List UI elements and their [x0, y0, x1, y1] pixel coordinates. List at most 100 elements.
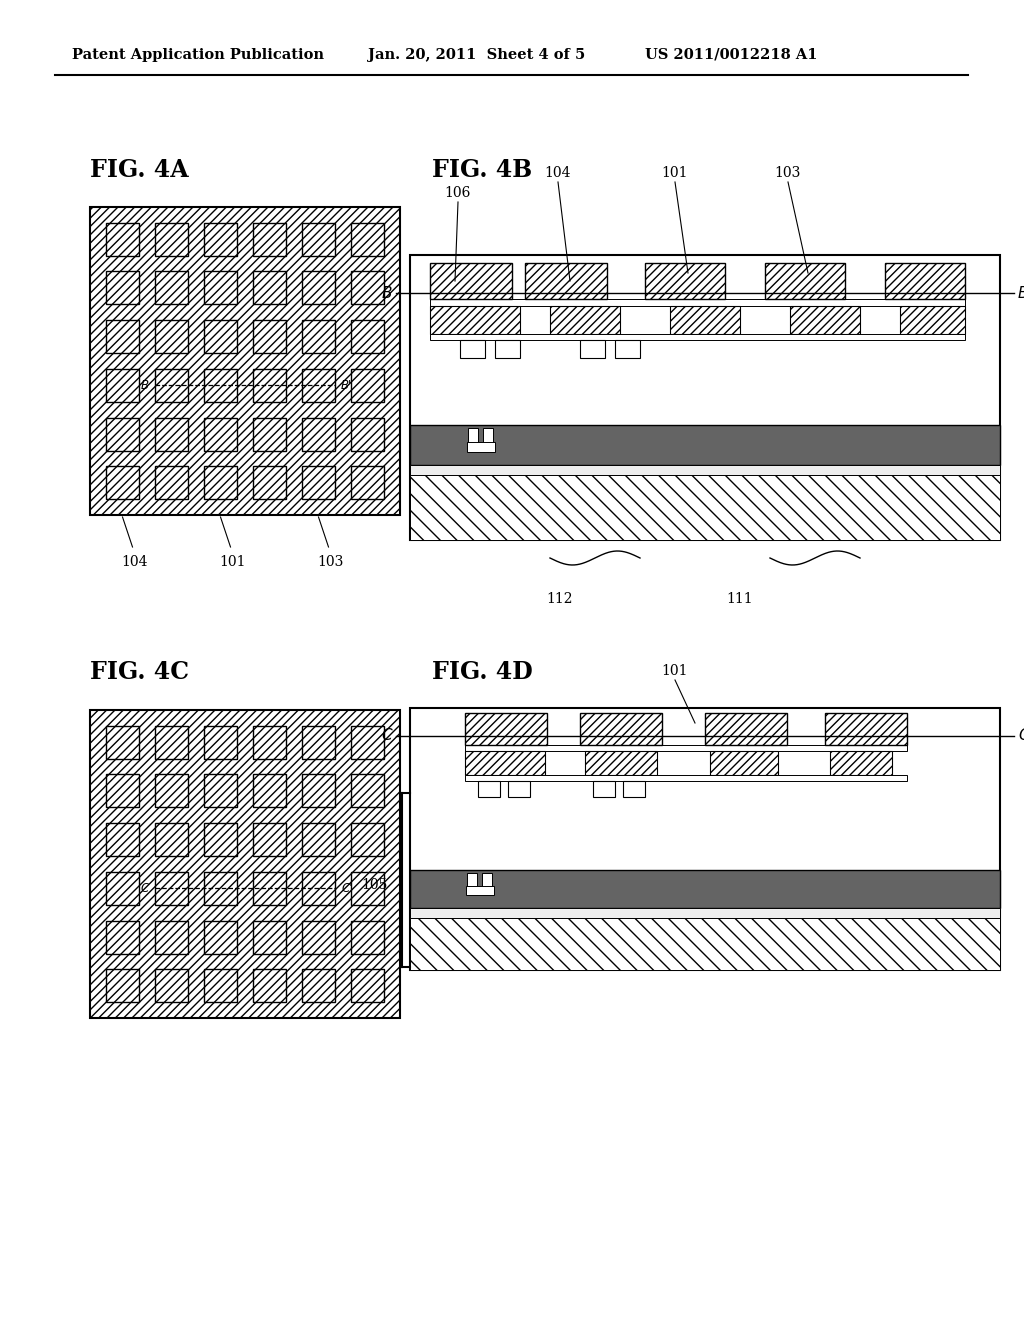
Bar	[302, 272, 335, 305]
Bar	[106, 466, 139, 499]
Bar	[155, 726, 188, 759]
Text: 105: 105	[361, 878, 388, 892]
Text: 112: 112	[547, 591, 573, 606]
Bar	[253, 466, 286, 499]
Bar	[900, 306, 965, 334]
Bar	[302, 969, 335, 1002]
Bar	[204, 272, 237, 305]
Bar	[885, 263, 965, 300]
Bar	[204, 726, 237, 759]
Bar	[465, 775, 907, 781]
Text: C: C	[140, 882, 150, 895]
Bar	[580, 341, 605, 358]
Bar	[155, 272, 188, 305]
Bar	[204, 775, 237, 808]
Bar	[710, 751, 778, 775]
Text: B': B'	[341, 379, 352, 392]
Bar	[155, 223, 188, 256]
Bar	[204, 223, 237, 256]
Bar	[302, 726, 335, 759]
Bar	[204, 466, 237, 499]
Bar	[351, 775, 384, 808]
Bar	[106, 368, 139, 401]
Bar	[593, 781, 615, 797]
Bar	[351, 726, 384, 759]
Text: 101: 101	[219, 554, 246, 569]
Bar	[430, 306, 520, 334]
Bar	[106, 824, 139, 857]
Text: B: B	[141, 379, 150, 392]
Bar	[155, 417, 188, 450]
Bar	[204, 871, 237, 904]
Bar	[351, 417, 384, 450]
Bar	[253, 920, 286, 953]
Bar	[495, 341, 520, 358]
Bar	[155, 321, 188, 354]
Text: Jan. 20, 2011  Sheet 4 of 5: Jan. 20, 2011 Sheet 4 of 5	[368, 48, 586, 62]
Bar	[830, 751, 892, 775]
Bar	[351, 871, 384, 904]
Bar	[155, 466, 188, 499]
Bar	[155, 920, 188, 953]
Bar	[705, 713, 787, 744]
Bar	[430, 334, 965, 341]
Bar	[790, 306, 860, 334]
Bar	[204, 969, 237, 1002]
Bar	[410, 917, 1000, 970]
Text: B: B	[382, 285, 392, 301]
Bar	[351, 368, 384, 401]
Bar	[253, 223, 286, 256]
Bar	[410, 908, 1000, 917]
Text: 104: 104	[121, 554, 147, 569]
Bar	[478, 781, 500, 797]
Bar	[615, 341, 640, 358]
Bar	[106, 775, 139, 808]
Bar	[410, 425, 1000, 465]
Bar	[253, 871, 286, 904]
Bar	[155, 969, 188, 1002]
Bar	[302, 775, 335, 808]
Bar	[351, 272, 384, 305]
Bar	[430, 263, 512, 300]
Bar	[482, 873, 492, 895]
Bar	[155, 368, 188, 401]
Bar	[302, 466, 335, 499]
Bar	[410, 708, 1000, 970]
Bar	[106, 726, 139, 759]
Bar	[253, 969, 286, 1002]
Bar	[106, 321, 139, 354]
Bar	[351, 824, 384, 857]
Bar	[410, 255, 1000, 540]
Text: B': B'	[1018, 285, 1024, 301]
Bar	[106, 417, 139, 450]
Bar	[302, 417, 335, 450]
Bar	[204, 824, 237, 857]
Text: FIG. 4D: FIG. 4D	[432, 660, 532, 684]
Text: Patent Application Publication: Patent Application Publication	[72, 48, 324, 62]
Bar	[508, 781, 530, 797]
Bar	[155, 775, 188, 808]
Bar	[302, 824, 335, 857]
Text: 111: 111	[727, 591, 754, 606]
Bar	[204, 368, 237, 401]
Bar	[204, 920, 237, 953]
Bar	[351, 920, 384, 953]
Bar	[106, 969, 139, 1002]
Bar	[467, 442, 495, 451]
Text: 103: 103	[775, 166, 801, 180]
Bar	[623, 781, 645, 797]
Text: 104: 104	[545, 166, 571, 180]
Bar	[467, 873, 477, 895]
Bar	[253, 726, 286, 759]
Bar	[645, 263, 725, 300]
Bar	[585, 751, 657, 775]
Bar	[460, 341, 485, 358]
Bar	[351, 969, 384, 1002]
Bar	[765, 263, 845, 300]
Bar	[302, 321, 335, 354]
Bar	[466, 886, 494, 895]
Bar	[204, 417, 237, 450]
Bar	[90, 710, 400, 1018]
Bar	[253, 775, 286, 808]
Bar	[825, 713, 907, 744]
